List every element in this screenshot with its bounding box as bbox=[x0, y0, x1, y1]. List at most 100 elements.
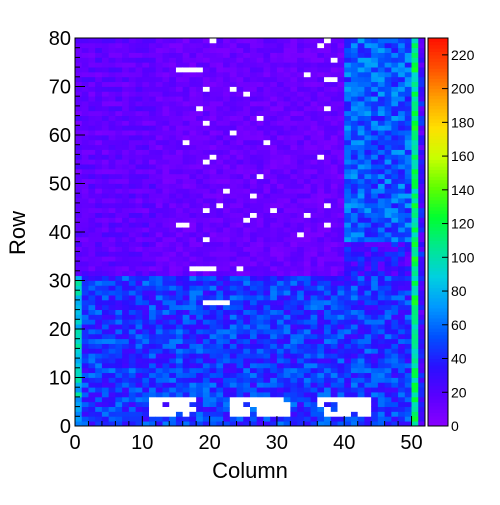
heatmap-cell bbox=[202, 81, 211, 87]
heatmap-cell bbox=[384, 202, 392, 209]
colorbar-swatch bbox=[428, 145, 448, 150]
heatmap-cell bbox=[263, 304, 271, 310]
heatmap-cell bbox=[377, 299, 386, 306]
heatmap-cell bbox=[317, 304, 325, 310]
heatmap-cell bbox=[330, 71, 338, 78]
heatmap-cell bbox=[297, 236, 305, 243]
heatmap-cell bbox=[283, 71, 291, 78]
heatmap-cell bbox=[357, 387, 365, 393]
heatmap-cell bbox=[290, 198, 298, 204]
heatmap-cell bbox=[149, 367, 157, 374]
heatmap-cell bbox=[398, 295, 406, 301]
heatmap-cell bbox=[122, 173, 130, 180]
heatmap-cell bbox=[223, 338, 231, 344]
heatmap-cell bbox=[290, 382, 298, 388]
heatmap-cell bbox=[364, 251, 372, 257]
heatmap-cell bbox=[411, 101, 419, 107]
heatmap-cell bbox=[357, 348, 365, 354]
heatmap-cell bbox=[404, 52, 412, 58]
colorbar-swatch bbox=[428, 328, 448, 333]
heatmap-cell bbox=[81, 125, 89, 131]
heatmap-cell bbox=[256, 42, 264, 49]
heatmap-cell bbox=[95, 62, 103, 68]
heatmap-cell bbox=[169, 159, 177, 165]
heatmap-cell bbox=[223, 256, 231, 262]
heatmap-cell bbox=[256, 319, 264, 325]
heatmap-cell bbox=[330, 86, 338, 92]
heatmap-cell bbox=[243, 105, 251, 112]
heatmap-cell bbox=[236, 115, 244, 121]
heatmap-cell bbox=[175, 319, 184, 325]
heatmap-cell bbox=[169, 154, 177, 160]
heatmap-cell bbox=[209, 290, 217, 296]
heatmap-cell bbox=[384, 217, 392, 223]
heatmap-cell bbox=[337, 304, 345, 310]
heatmap-cell bbox=[303, 304, 311, 310]
heatmap-cell bbox=[135, 76, 143, 83]
heatmap-cell bbox=[209, 76, 217, 83]
heatmap-cell bbox=[418, 367, 426, 374]
heatmap-cell bbox=[216, 232, 224, 238]
heatmap-cell bbox=[75, 135, 83, 141]
heatmap-cell bbox=[243, 421, 251, 427]
heatmap-cell bbox=[324, 38, 332, 44]
heatmap-cell bbox=[88, 159, 96, 165]
heatmap-cell bbox=[162, 91, 170, 97]
heatmap-cell bbox=[256, 198, 264, 204]
heatmap-cell bbox=[276, 324, 285, 330]
heatmap-cell bbox=[317, 76, 325, 83]
heatmap-cell bbox=[149, 139, 157, 146]
heatmap-cell bbox=[122, 285, 130, 291]
heatmap-cell bbox=[75, 319, 83, 325]
heatmap-cell bbox=[196, 290, 204, 296]
heatmap-cell bbox=[223, 96, 231, 102]
colorbar-swatch bbox=[428, 176, 448, 181]
heatmap-cell bbox=[350, 212, 359, 218]
heatmap-cell bbox=[337, 222, 345, 228]
heatmap-cell bbox=[350, 173, 359, 180]
heatmap-cell bbox=[95, 333, 103, 340]
heatmap-cell bbox=[330, 202, 338, 209]
heatmap-cell bbox=[88, 314, 96, 320]
heatmap-cell bbox=[189, 232, 197, 238]
heatmap-cell bbox=[75, 222, 83, 228]
heatmap-cell bbox=[250, 86, 258, 92]
heatmap-cell bbox=[276, 71, 285, 78]
colorbar-swatch bbox=[428, 358, 448, 363]
heatmap-cell bbox=[384, 164, 392, 170]
heatmap-cell bbox=[344, 367, 352, 374]
heatmap-cell bbox=[223, 382, 231, 388]
heatmap-cell bbox=[317, 343, 325, 349]
heatmap-cell bbox=[324, 86, 332, 92]
heatmap-cell bbox=[223, 304, 231, 310]
heatmap-cell bbox=[162, 227, 170, 233]
heatmap-cell bbox=[371, 304, 379, 310]
heatmap-cell bbox=[377, 251, 386, 257]
heatmap-cell bbox=[81, 76, 89, 83]
heatmap-cell bbox=[202, 173, 211, 180]
heatmap-cell bbox=[377, 125, 386, 131]
heatmap-cell bbox=[330, 251, 338, 257]
heatmap-cell bbox=[303, 367, 311, 374]
heatmap-cell bbox=[149, 110, 157, 116]
heatmap-cell bbox=[189, 57, 197, 63]
heatmap-cell bbox=[317, 270, 325, 277]
heatmap-cell bbox=[122, 154, 130, 160]
heatmap-cell bbox=[317, 120, 325, 126]
heatmap-cell bbox=[175, 222, 184, 228]
heatmap-cell bbox=[290, 52, 298, 58]
heatmap-cell bbox=[290, 309, 298, 315]
heatmap-cell bbox=[182, 86, 190, 92]
heatmap-cell bbox=[283, 421, 291, 427]
heatmap-cell bbox=[88, 38, 96, 44]
heatmap-cell bbox=[418, 91, 426, 97]
heatmap-cell bbox=[223, 207, 231, 213]
heatmap-cell bbox=[276, 115, 285, 121]
heatmap-cell bbox=[236, 76, 244, 83]
heatmap-cell bbox=[310, 67, 318, 73]
heatmap-cell bbox=[310, 217, 318, 223]
heatmap-cell bbox=[324, 256, 332, 262]
heatmap-cell bbox=[337, 139, 345, 146]
heatmap-cell bbox=[344, 348, 352, 354]
heatmap-cell bbox=[182, 67, 190, 73]
